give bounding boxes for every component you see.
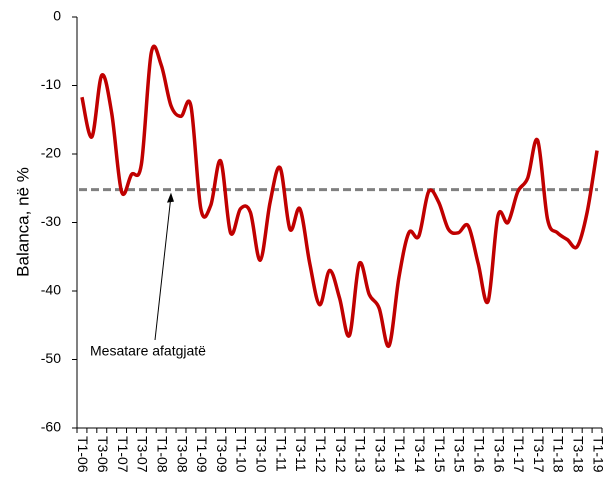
x-tick-label: T1-08 [154,436,170,473]
x-tick-label: T3-11 [293,436,309,472]
x-tick-label: T3-13 [372,436,388,473]
y-tick-label: -40 [41,282,61,298]
x-tick-label: T3-07 [135,436,151,473]
y-tick-label: 0 [53,8,61,24]
y-tick-label: -50 [41,350,61,366]
x-tick-label: T3-15 [452,436,468,473]
x-tick-label: T3-10 [254,436,270,473]
x-tick-label: T1-06 [75,436,91,473]
x-tick-label: T1-07 [115,436,131,473]
x-tick-label: T1-12 [313,436,329,473]
y-tick-label: -20 [41,145,61,161]
x-tick-label: T1-11 [273,436,289,472]
x-tick-label: T3-14 [412,436,428,473]
x-tick-label: T1-18 [551,436,567,473]
y-tick-label: -60 [41,419,61,435]
x-tick-label: T3-06 [95,436,111,473]
x-tick-label: T1-13 [353,436,369,473]
x-tick-label: T1-17 [511,436,527,473]
x-tick-label: T3-18 [571,436,587,473]
x-tick-label: T1-15 [432,436,448,473]
annotation: Mesatare afatgjatë [90,343,206,359]
y-tick-label: -30 [41,213,61,229]
x-tick-label: T1-09 [194,436,210,473]
arrow-head [167,192,174,203]
y-axis-label: Balanca, në % [13,167,32,277]
x-tick-label: T3-09 [214,436,230,473]
y-tick-label: -10 [41,76,61,92]
x-tick-label: T3-17 [531,436,547,473]
x-tick-label: T1-14 [392,436,408,473]
x-tick-label: T3-08 [174,436,190,473]
annotation-arrow [154,195,172,341]
line-series [80,44,599,348]
x-tick-label: T1-16 [471,436,487,473]
x-tick-label: T1-19 [590,436,606,473]
x-tick-label: T1-10 [234,436,250,473]
x-tick-label: T3-16 [491,436,507,473]
x-tick-label: T3-12 [333,436,349,473]
